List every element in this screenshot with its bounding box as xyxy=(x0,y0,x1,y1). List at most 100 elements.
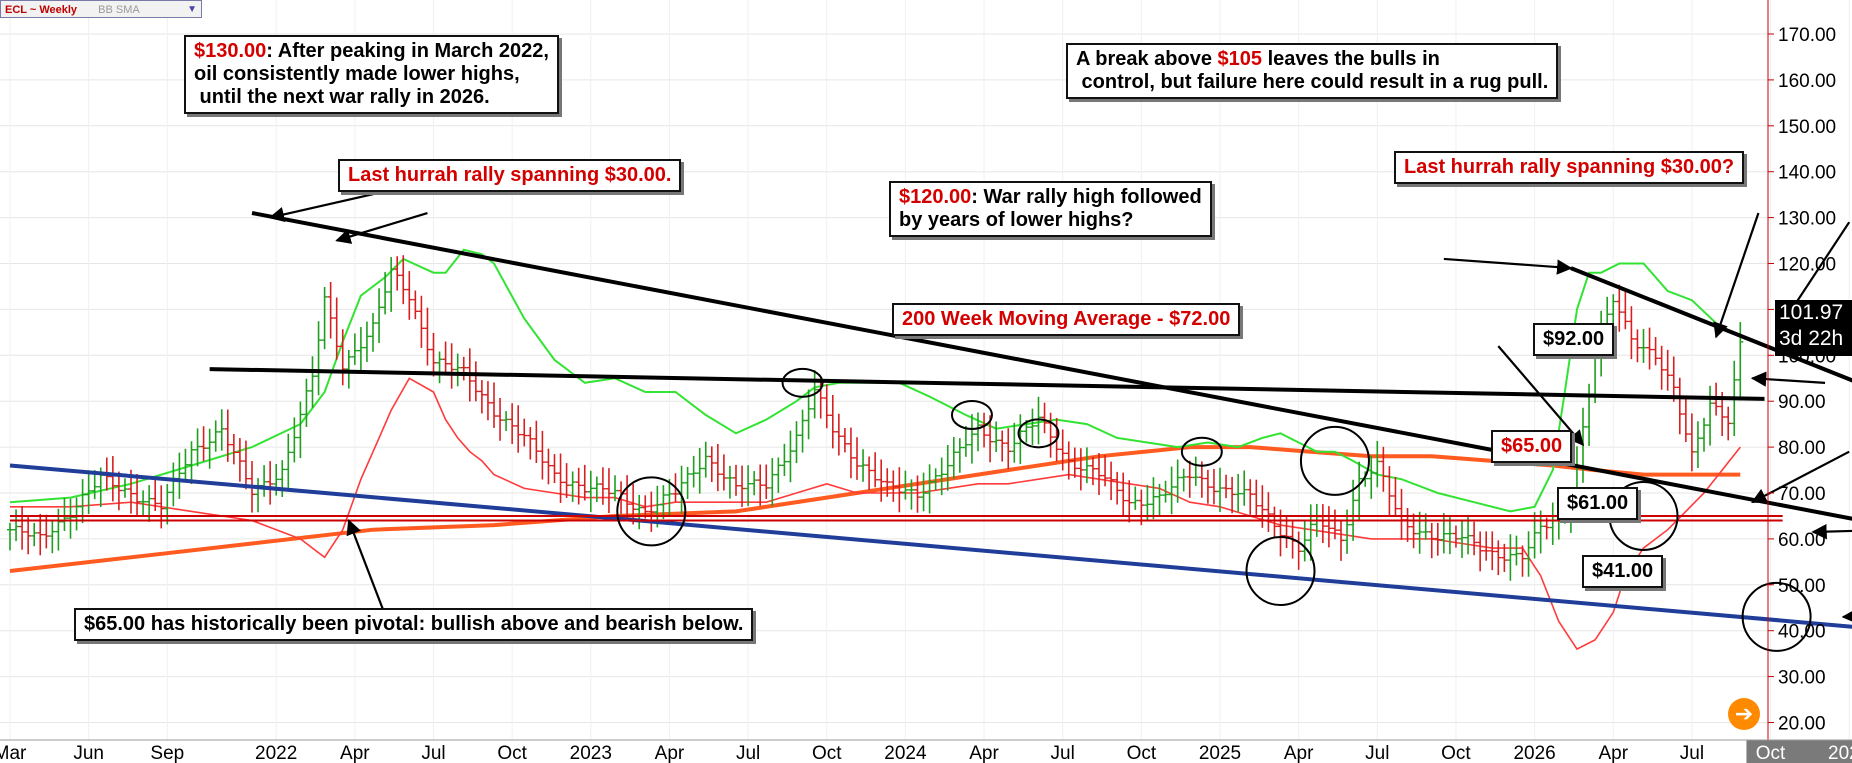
annotation-a3: A break above $105 leaves the bulls in c… xyxy=(1066,43,1559,99)
x-tick-label: Sep xyxy=(150,743,184,763)
bb-upper-line xyxy=(9,248,1741,513)
highlight-circle xyxy=(1180,436,1223,467)
x-tick-label: 2024 xyxy=(884,743,927,763)
x-tick-label: Apr xyxy=(1284,743,1314,763)
trendline xyxy=(209,367,1765,401)
circles xyxy=(616,367,1812,652)
x-tick-label: Oct xyxy=(812,743,842,763)
annotation-text: $92.00 xyxy=(1543,328,1605,350)
annotation-arrow xyxy=(1811,523,1852,540)
x-tick-label: Jul xyxy=(1051,743,1075,763)
annotation-text: Last hurrah rally spanning $30.00? xyxy=(1404,156,1735,178)
annotation-text: $65.00 has historically been pivotal: bu… xyxy=(84,613,744,635)
x-tick-label: Jul xyxy=(736,743,760,763)
annotation-a9: $61.00 xyxy=(1557,487,1639,520)
annotation-text: $61.00 xyxy=(1567,492,1629,514)
annotation-text: : War rally high followed by years of lo… xyxy=(899,186,1202,231)
highlight-circle xyxy=(1245,536,1316,607)
x-tick-label: Jul xyxy=(1680,743,1704,763)
annotation-a8: $65.00 xyxy=(1491,430,1573,463)
symbol-label: ECL ~ Weekly xyxy=(5,4,78,16)
y-tick-label: 50.00 xyxy=(1778,576,1826,597)
y-tick-label: 90.00 xyxy=(1778,392,1826,413)
trendline xyxy=(251,211,1852,521)
annotation-text: A break above xyxy=(1076,48,1218,70)
indicator-label: BB SMA xyxy=(98,4,140,16)
annotation-text: Last hurrah rally spanning $30.00. xyxy=(348,164,672,186)
y-tick-label: 150.00 xyxy=(1778,117,1836,138)
x-tick-label: Jul xyxy=(421,743,445,763)
x-tick-label: Apr xyxy=(1598,743,1628,763)
annotation-arrow xyxy=(1841,608,1852,624)
annotation-a5: $120.00: War rally high followed by year… xyxy=(889,181,1212,237)
x-tick-label: Apr xyxy=(340,743,370,763)
y-tick-label: 140.00 xyxy=(1778,163,1836,184)
highlight-circle xyxy=(950,399,993,430)
y-tick-label: 130.00 xyxy=(1778,209,1836,230)
y-tick-label: 30.00 xyxy=(1778,668,1826,689)
last-price-tag: 101.97 3d 22h xyxy=(1775,300,1852,356)
annotation-a1: $130.00: After peaking in March 2022, oi… xyxy=(184,35,559,114)
symbol-tag[interactable]: ECL ~ Weekly BB SMA ▼ xyxy=(0,0,202,18)
annotation-a7: $92.00 xyxy=(1533,323,1615,356)
x-tick-label: Jun xyxy=(73,743,104,763)
highlight-circle xyxy=(1017,418,1060,449)
annotation-arrow xyxy=(1443,257,1573,275)
annotation-text: 200 Week Moving Average - $72.00 xyxy=(902,308,1231,330)
annotation-arrow xyxy=(1713,212,1760,339)
x-tick-label: 2025 xyxy=(1199,743,1241,763)
trendline xyxy=(1570,266,1852,383)
annotation-text: $105 xyxy=(1217,48,1263,70)
annotation-text: $41.00 xyxy=(1592,560,1654,582)
trendline xyxy=(9,463,1852,629)
price-series xyxy=(7,255,1744,581)
triangle-down-icon[interactable]: ▼ xyxy=(187,4,197,15)
x-tick-label: 2026 xyxy=(1513,743,1555,763)
x-tick-label: Oct xyxy=(1441,743,1471,763)
annotation-text: $130.00 xyxy=(194,40,267,62)
highlight-circle xyxy=(1299,425,1370,496)
highlight-circle xyxy=(616,476,687,547)
highlight-circle xyxy=(1741,581,1812,652)
y-tick-label: 70.00 xyxy=(1778,484,1826,505)
y-tick-label: 120.00 xyxy=(1778,255,1836,276)
future-axis-band xyxy=(1746,740,1852,763)
x-tick-label: 2023 xyxy=(570,743,612,763)
annotation-arrow xyxy=(268,188,392,223)
y-tick-label: 80.00 xyxy=(1778,438,1826,459)
annotation-text: leaves the bulls in control, but failure… xyxy=(1081,48,1549,93)
annotation-a11: $65.00 has historically been pivotal: bu… xyxy=(74,608,754,641)
x-axis-band xyxy=(0,740,1747,763)
y-tick-label: 60.00 xyxy=(1778,530,1826,551)
x-tick-label: Oct xyxy=(1756,743,1786,763)
annotation-arrow xyxy=(1497,345,1585,446)
annotation-a6: 200 Week Moving Average - $72.00 xyxy=(892,303,1241,336)
annotation-a10: $41.00 xyxy=(1582,555,1664,588)
trendlines xyxy=(9,211,1852,629)
y-tick-label: 40.00 xyxy=(1778,622,1826,643)
x-tick-label: Mar xyxy=(0,743,27,763)
x-tick-label: Apr xyxy=(969,743,999,763)
y-tick-label: 160.00 xyxy=(1778,71,1836,92)
annotation-a4: Last hurrah rally spanning $30.00? xyxy=(1394,151,1745,184)
annotation-arrow xyxy=(1750,371,1826,387)
y-tick-label: 170.00 xyxy=(1778,25,1836,46)
x-tick-label: Oct xyxy=(1127,743,1157,763)
countdown: 3d 22h xyxy=(1779,327,1844,350)
annotation-text: : After peaking in March 2022, oil consi… xyxy=(194,40,549,108)
annotation-text: $120.00 xyxy=(899,186,972,208)
x-tick-label: Oct xyxy=(497,743,527,763)
annotation-a2: Last hurrah rally spanning $30.00. xyxy=(338,159,682,192)
x-tick-label: 2027 xyxy=(1828,743,1852,763)
x-tick-label: 2022 xyxy=(255,743,297,763)
highlight-circle xyxy=(781,367,824,398)
x-tick-label: Jul xyxy=(1365,743,1389,763)
annotation-arrow xyxy=(335,211,428,244)
last-price: 101.97 xyxy=(1779,301,1844,324)
y-tick-label: 20.00 xyxy=(1778,714,1826,735)
x-tick-label: Apr xyxy=(655,743,685,763)
annotation-text: $65.00 xyxy=(1501,435,1563,457)
arrow-right-icon[interactable]: ➔ xyxy=(1728,698,1760,730)
future-region xyxy=(1746,740,1852,763)
